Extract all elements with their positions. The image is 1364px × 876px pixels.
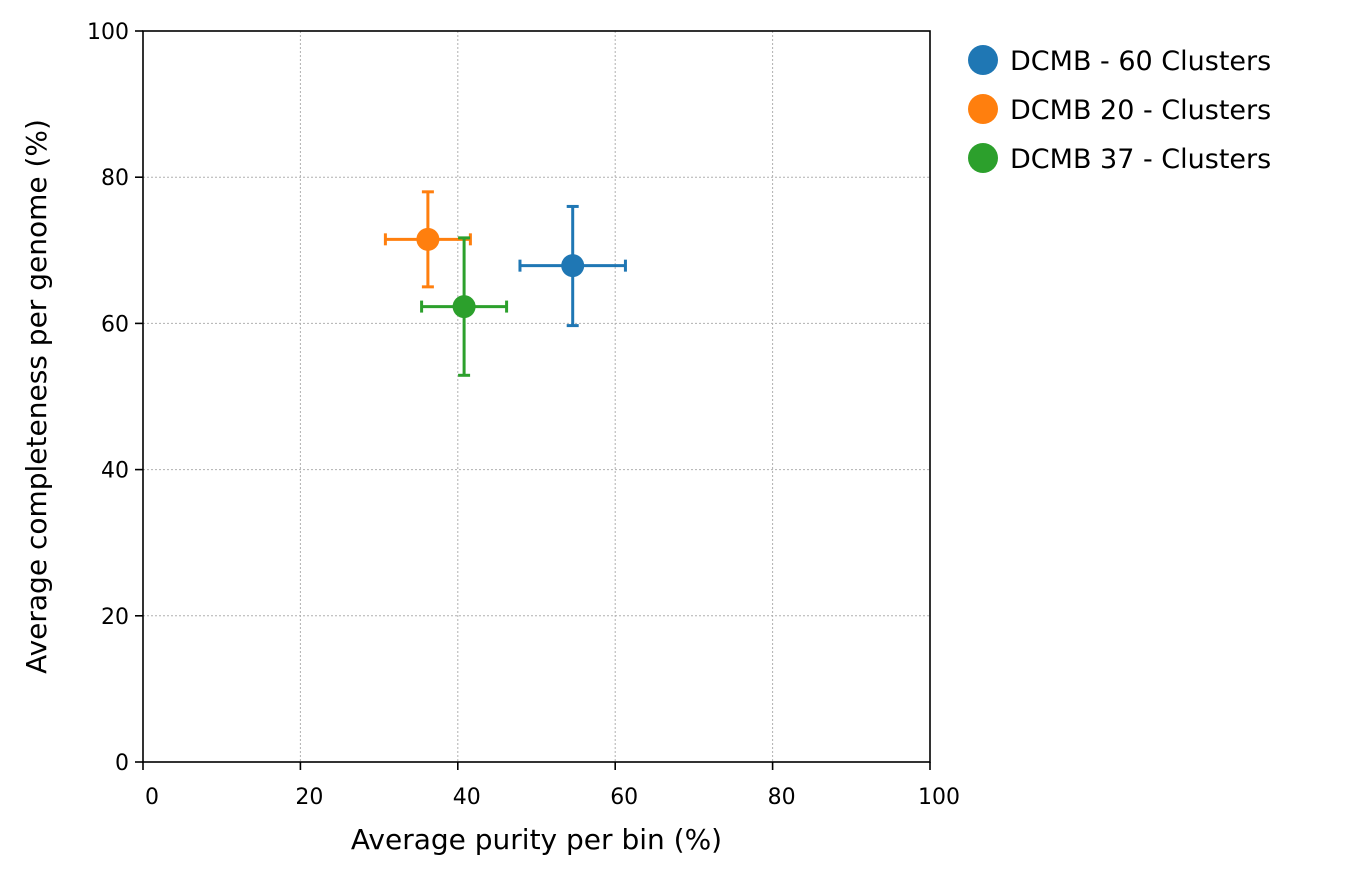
legend: DCMB - 60 Clusters DCMB 20 - Clusters DC… bbox=[968, 45, 1271, 175]
y-axis-label: Average completeness per genome (%) bbox=[20, 119, 53, 674]
data-point bbox=[452, 295, 476, 319]
x-tick-label: 80 bbox=[768, 785, 796, 810]
grid-lines bbox=[143, 31, 930, 762]
y-tick-label: 60 bbox=[101, 312, 129, 337]
legend-item: DCMB 20 - Clusters bbox=[968, 94, 1271, 126]
axis-ticks: 0 20 40 60 80 100 0 20 40 60 80 100 bbox=[87, 20, 960, 810]
legend-marker bbox=[968, 143, 998, 173]
data-point bbox=[416, 227, 440, 251]
plot-frame bbox=[142, 30, 931, 763]
legend-label: DCMB 37 - Clusters bbox=[1010, 144, 1271, 175]
x-tick-label: 20 bbox=[295, 785, 323, 810]
x-axis-label: Average purity per bin (%) bbox=[351, 823, 722, 856]
series-2 bbox=[383, 190, 472, 289]
legend-marker bbox=[968, 94, 998, 124]
y-tick-label: 100 bbox=[87, 20, 129, 45]
data-series bbox=[383, 190, 627, 377]
legend-item: DCMB - 60 Clusters bbox=[968, 45, 1271, 77]
legend-marker bbox=[968, 45, 998, 75]
data-point bbox=[561, 254, 585, 278]
legend-label: DCMB - 60 Clusters bbox=[1010, 46, 1271, 77]
y-tick-label: 40 bbox=[101, 459, 129, 484]
y-tick-label: 0 bbox=[115, 751, 129, 776]
y-tick-label: 20 bbox=[101, 605, 129, 630]
y-tick-label: 80 bbox=[101, 166, 129, 191]
legend-item: DCMB 37 - Clusters bbox=[968, 143, 1271, 175]
series-1 bbox=[518, 204, 627, 328]
x-tick-label: 40 bbox=[453, 785, 481, 810]
x-tick-label: 0 bbox=[145, 785, 159, 810]
legend-label: DCMB 20 - Clusters bbox=[1010, 95, 1271, 126]
series-3 bbox=[420, 236, 509, 377]
x-tick-label: 100 bbox=[918, 785, 960, 810]
x-tick-label: 60 bbox=[610, 785, 638, 810]
